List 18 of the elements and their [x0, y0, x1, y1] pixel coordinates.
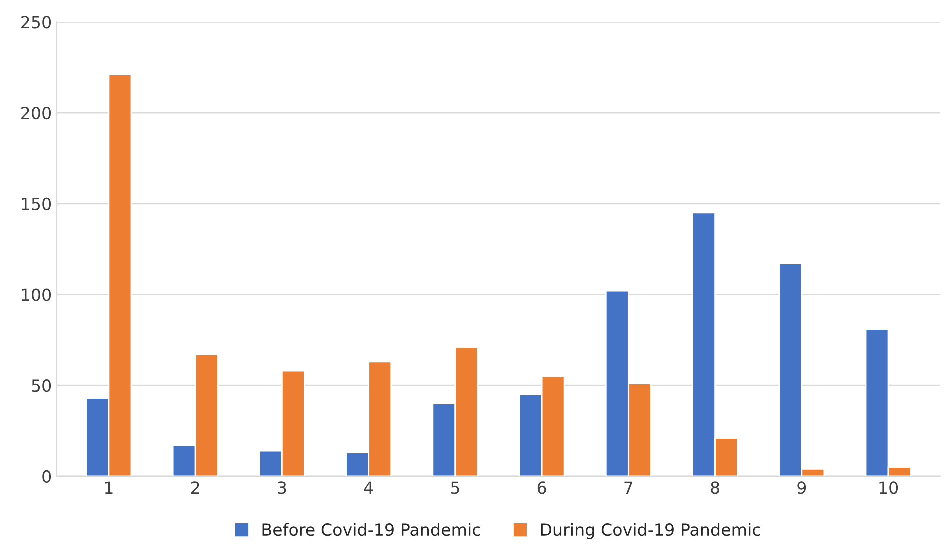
- legend-label: Before Covid-19 Pandemic: [262, 523, 480, 536]
- x-tick-label: 8: [711, 482, 720, 494]
- legend-label: During Covid-19 Pandemic: [541, 523, 760, 540]
- x-tick-label: 5: [451, 482, 460, 494]
- y-tick-label: 100: [22, 288, 52, 302]
- x-tick-label: 4: [364, 482, 374, 494]
- y-tick-label: 0: [42, 470, 52, 484]
- y-tick-label: 150: [22, 198, 52, 210]
- x-tick-label: 9: [798, 482, 806, 494]
- x-tick-label: 1: [106, 482, 113, 494]
- x-tick-label: 10: [880, 482, 898, 494]
- x-tick-label: 6: [538, 482, 546, 494]
- x-tick-label: 2: [192, 482, 200, 494]
- x-tick-label: 7: [624, 482, 633, 494]
- x-tick-label: 3: [278, 482, 286, 494]
- y-tick-label: 250: [22, 16, 52, 29]
- y-tick-label: 200: [22, 106, 52, 120]
- y-tick-label: 50: [32, 380, 52, 392]
